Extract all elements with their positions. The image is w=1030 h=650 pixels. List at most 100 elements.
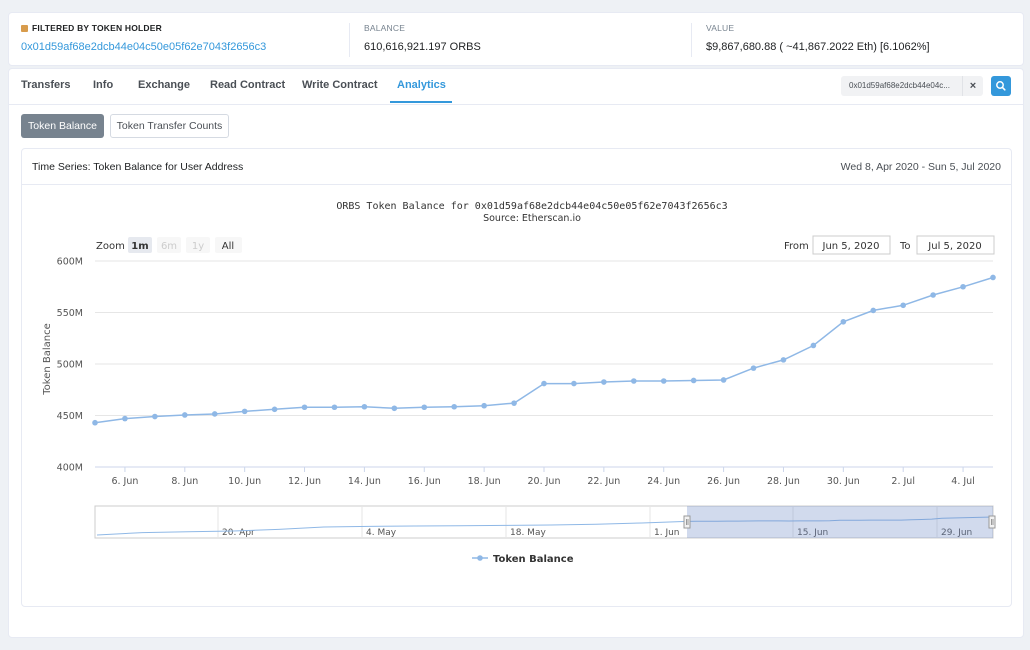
data-point[interactable] [960, 283, 966, 290]
x-tick-label: 4. Jul [951, 476, 975, 487]
navigator-series-line [96, 516, 994, 536]
zoom-6m-button[interactable]: 6m [157, 237, 181, 253]
zoom-1y-label: 1y [192, 241, 204, 252]
y-tick-label: 400M [57, 463, 83, 474]
active-tab-indicator [390, 101, 452, 103]
chart-title: ORBS Token Balance for 0x01d59af68e2dcb4… [336, 201, 727, 212]
x-tick-label: 22. Jun [587, 476, 620, 487]
divider [691, 23, 692, 57]
range-navigator[interactable]: 20. Apr 4. May 18. May 1. Jun 15. Jun 29. Jun [94, 505, 996, 539]
y-axis-ticks: 400M 450M 500M 550M 600M [57, 257, 83, 474]
tab-analytics[interactable]: Analytics [397, 79, 446, 91]
chart-date-range: Wed 8, Apr 2020 - Sun 5, Jul 2020 [840, 161, 1001, 173]
tab-exchange[interactable]: Exchange [138, 79, 190, 91]
value-section: VALUE $9,867,680.88 ( ~41,867.2022 Eth) … [706, 23, 930, 53]
x-tick-label: 26. Jun [707, 476, 740, 487]
x-tick-label: 10. Jun [228, 476, 261, 487]
data-point[interactable] [571, 380, 577, 387]
token-balance-button[interactable]: Token Balance [21, 114, 104, 138]
data-point[interactable] [511, 400, 517, 406]
to-date-input[interactable]: Jul 5, 2020 [916, 235, 995, 255]
from-label: From [784, 241, 809, 252]
navigator-label: 4. May [366, 528, 397, 538]
navigator-grid [217, 506, 938, 538]
navigator-selected-range[interactable] [687, 506, 993, 538]
x-tick-label: 16. Jun [408, 476, 441, 487]
tab-transfers[interactable]: Transfers [21, 79, 71, 91]
value-value: $9,867,680.88 ( ~41,867.2022 Eth) [6.106… [706, 41, 930, 53]
x-tick-label: 30. Jun [827, 476, 860, 487]
data-point[interactable] [720, 377, 727, 383]
data-point[interactable] [541, 380, 547, 387]
data-point[interactable] [900, 302, 906, 309]
legend-marker [477, 555, 483, 561]
data-point[interactable] [152, 413, 158, 420]
address-filter-box: 0x01d59af68e2dcb44e04c... × [841, 76, 983, 96]
holder-address-link[interactable]: 0x01d59af68e2dcb44e04c50e05f62e7043f2656… [21, 41, 267, 53]
main-card: Transfers Info Exchange Read Contract Wr… [8, 68, 1024, 638]
chart-card: Time Series: Token Balance for User Addr… [21, 148, 1012, 607]
data-point[interactable] [451, 403, 458, 410]
data-point[interactable] [631, 378, 637, 384]
x-tick-label: 28. Jun [767, 476, 800, 487]
tab-read-contract[interactable]: Read Contract [210, 79, 286, 91]
zoom-all-button[interactable]: All [215, 237, 242, 253]
zoom-all-label: All [222, 241, 234, 252]
holder-filter-section: FILTERED BY TOKEN HOLDER 0x01d59af68e2dc… [21, 23, 266, 53]
y-tick-label: 600M [57, 257, 83, 268]
data-point[interactable] [690, 377, 697, 384]
value-label: VALUE [706, 23, 735, 33]
y-tick-label: 550M [57, 308, 83, 319]
legend-label: Token Balance [493, 554, 574, 565]
chart-legend[interactable]: Token Balance [472, 554, 574, 565]
x-tick-label: 2. Jul [891, 476, 915, 487]
data-point[interactable] [92, 419, 98, 426]
token-transfer-counts-button[interactable]: Token Transfer Counts [110, 114, 229, 138]
data-point[interactable] [810, 342, 817, 349]
chart-card-title: Time Series: Token Balance for User Addr… [32, 161, 244, 173]
data-point[interactable] [122, 415, 128, 422]
data-point[interactable] [421, 404, 428, 411]
navigator-label: 18. May [510, 528, 546, 538]
data-point[interactable] [271, 406, 278, 413]
navigator-left-handle[interactable] [683, 515, 691, 529]
y-axis-label: Token Balance [42, 323, 53, 396]
search-icon [996, 81, 1006, 91]
tab-write-contract[interactable]: Write Contract [302, 79, 378, 91]
zoom-6m-label: 6m [161, 241, 177, 252]
x-tick-label: 24. Jun [647, 476, 680, 487]
data-point[interactable] [780, 357, 787, 363]
from-date-input[interactable]: Jun 5, 2020 [812, 235, 891, 255]
data-point[interactable] [241, 408, 248, 415]
data-point[interactable] [870, 307, 877, 314]
data-point[interactable] [361, 403, 368, 410]
balance-value: 610,616,921.197 ORBS [364, 41, 481, 53]
filter-icon [21, 24, 28, 32]
navigator-label: 29. Jun [941, 528, 972, 538]
search-button[interactable] [991, 76, 1011, 96]
data-point[interactable] [211, 411, 218, 417]
navigator-label: 20. Apr [222, 528, 255, 538]
chart-subtitle: Source: Etherscan.io [483, 213, 581, 224]
data-point[interactable] [990, 274, 996, 281]
data-point[interactable] [481, 402, 487, 409]
token-holder-summary: FILTERED BY TOKEN HOLDER 0x01d59af68e2dc… [8, 12, 1024, 66]
tab-info[interactable]: Info [93, 79, 114, 91]
zoom-1m-button[interactable]: 1m [128, 237, 152, 253]
data-point[interactable] [331, 404, 338, 411]
data-point[interactable] [750, 365, 757, 371]
grid-lines [95, 260, 993, 468]
data-point[interactable] [930, 292, 936, 298]
data-point[interactable] [660, 378, 667, 384]
y-tick-label: 500M [57, 360, 83, 371]
data-point[interactable] [601, 379, 607, 385]
clear-filter-button[interactable]: × [962, 76, 983, 96]
data-point[interactable] [301, 404, 308, 411]
navigator-labels: 20. Apr 4. May 18. May 1. Jun 15. Jun 29. Jun [222, 528, 972, 538]
data-point[interactable] [182, 412, 188, 418]
navigator-right-handle[interactable] [988, 515, 996, 529]
data-point[interactable] [391, 405, 398, 412]
zoom-1y-button[interactable]: 1y [186, 237, 210, 253]
address-filter-text: 0x01d59af68e2dcb44e04c... [849, 81, 950, 90]
data-point[interactable] [840, 318, 847, 325]
